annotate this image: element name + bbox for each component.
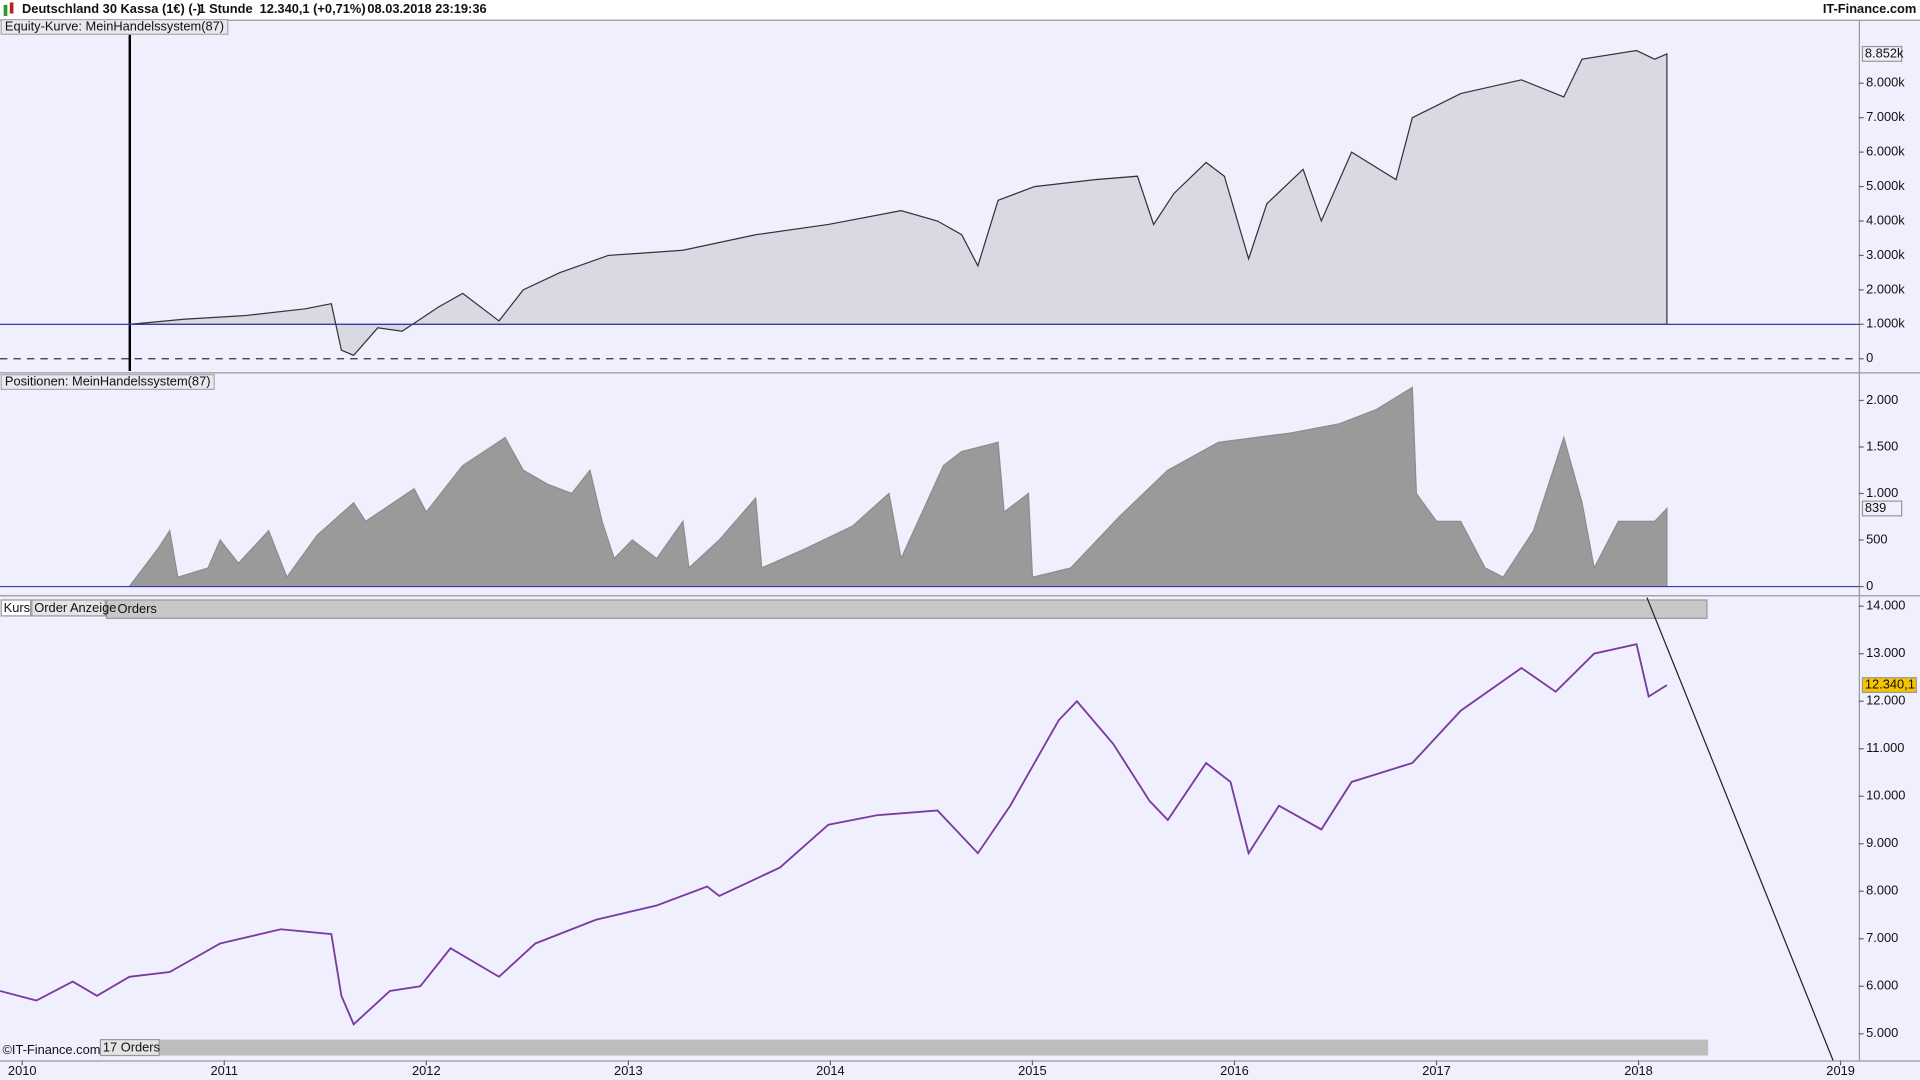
orders-strip [105,599,1708,619]
y-tick-label: 4.000k [1866,212,1905,227]
timestamp: 08.03.2018 23:19:36 [367,1,486,16]
y-tick-label: 14.000 [1866,598,1905,613]
price-line [0,643,1668,1026]
y-tick-label: 500 [1866,531,1887,546]
y-tick-label: 8.000k [1866,75,1905,90]
y-tick-label: 11.000 [1866,740,1904,755]
panel-title: Positionen: MeinHandelssystem(87) [5,373,211,388]
current-value-label: 12.340,1 [1865,676,1915,691]
x-tick-label: 2017 [1422,1063,1451,1078]
copyright: ©IT-Finance.com [2,1042,100,1057]
current-value-box [1861,45,1903,62]
current-value-box [1861,500,1903,517]
brand: IT-Finance.com [1823,1,1916,16]
tab[interactable] [0,599,32,617]
x-tick-label: 2016 [1220,1063,1249,1078]
scroll-bar[interactable] [159,1039,1709,1056]
x-tick-label: 2013 [614,1063,643,1078]
tab[interactable] [31,599,106,617]
y-tick-label: 7.000 [1866,930,1898,945]
quote: 12.340,1 (+0,71%) [260,1,366,16]
area [128,386,1668,588]
y-tick-label: 0 [1866,350,1873,365]
y-tick-label: 0 [1866,578,1873,593]
y-tick-label: 6.000 [1866,978,1898,993]
y-tick-label: 7.000k [1866,109,1905,124]
order-count-box [99,1038,160,1057]
interval: 1 Stunde [198,1,252,16]
y-tick-label: 5.000k [1866,178,1905,193]
y-tick-label: 13.000 [1866,645,1905,660]
tab-label: Kurs [4,600,30,615]
instrument: Deutschland 30 Kassa (1€) (-) [22,1,201,16]
trend-line [1646,597,1834,1061]
y-tick-label: 1.000 [1866,485,1898,500]
area [128,49,1668,357]
icon [9,2,14,14]
y-tick-label: 10.000 [1866,788,1905,803]
x-tick-label: 2014 [816,1063,845,1078]
x-tick-label: 2018 [1624,1063,1653,1078]
current-value-label: 839 [1865,500,1886,515]
x-tick-label: 2019 [1826,1063,1855,1078]
y-tick-label: 3.000k [1866,247,1905,262]
y-tick-label: 2.000k [1866,281,1905,296]
y-tick-label: 2.000 [1866,392,1898,407]
header-bar [0,0,1920,20]
y-tick-label: 12.000 [1866,693,1905,708]
current-value-label: 8.852k [1865,45,1904,60]
panel-title-box [0,18,229,35]
order-count: 17 Orders [103,1040,160,1055]
panel-title: Equity-Kurve: MeinHandelssystem(87) [5,18,224,33]
tab-label: Order Anzeige [34,600,116,615]
x-tick-label: 2010 [8,1063,37,1078]
y-tick-label: 1.500 [1866,438,1898,453]
y-tick-label: 8.000 [1866,883,1898,898]
x-tick-label: 2011 [210,1063,238,1078]
icon [3,4,8,16]
current-value-box [1861,677,1917,694]
y-tick-label: 5.000 [1866,1025,1898,1040]
x-tick-label: 2015 [1018,1063,1047,1078]
x-tick-label: 2012 [412,1063,441,1078]
panel-title-box [0,374,215,390]
y-tick-label: 6.000k [1866,144,1905,159]
y-tick-label: 9.000 [1866,835,1898,850]
y-tick-label: 1.000k [1866,316,1905,331]
orders-strip-label: Orders [118,601,157,616]
